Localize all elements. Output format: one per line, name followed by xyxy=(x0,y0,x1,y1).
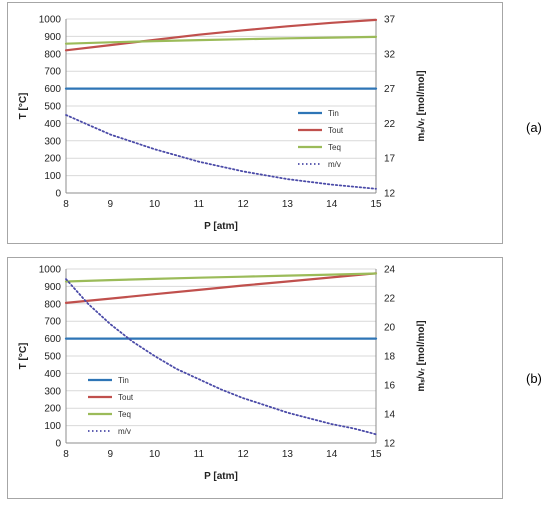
chart-b-ytick-label: 900 xyxy=(44,282,61,293)
chart-a-y2tick-label: 27 xyxy=(384,84,396,95)
chart-b-ytick-label: 200 xyxy=(44,404,61,415)
chart-a-y2label: mₛ/vᵣ [mol/mol] xyxy=(416,70,427,141)
chart-a-ytick-label: 300 xyxy=(44,136,61,147)
chart-b-series-teq xyxy=(64,272,378,283)
chart-a-xtick-label: 13 xyxy=(282,199,294,210)
chart-a-y2tick-label: 22 xyxy=(384,119,396,130)
chart-a-xtick-label: 8 xyxy=(63,199,69,210)
chart-b-series-tout xyxy=(64,272,378,305)
chart-a-ytick-label: 100 xyxy=(44,171,61,182)
chart-b-legend-label: Teq xyxy=(118,410,131,419)
chart-a-series-tout xyxy=(64,18,378,52)
chart-a-ytick-label: 700 xyxy=(44,67,61,78)
chart-b-ytick-label: 0 xyxy=(55,439,61,450)
chart-a-ylabel: T [°C] xyxy=(18,93,29,120)
chart-b-xtick-label: 12 xyxy=(238,449,250,460)
chart-b-ytick-label: 500 xyxy=(44,352,61,363)
chart-a-xtick-label: 15 xyxy=(370,199,382,210)
chart-a-ytick-label: 1000 xyxy=(39,15,62,26)
chart-b-xtick-label: 14 xyxy=(326,449,338,460)
chart-b-y2tick-label: 12 xyxy=(384,439,396,450)
chart-b-y2tick-label: 20 xyxy=(384,323,396,334)
chart-b-series-mv xyxy=(65,278,377,436)
chart-b-xtick-label: 9 xyxy=(108,449,114,460)
chart-b-ytick-label: 400 xyxy=(44,369,61,380)
chart-a-legend-label: Tout xyxy=(328,126,344,135)
chart-b-xtick-label: 10 xyxy=(149,449,161,460)
chart-a-ytick-label: 500 xyxy=(44,102,61,113)
chart-a-xtick-label: 14 xyxy=(326,199,338,210)
chart-a-y2tick-label: 17 xyxy=(384,154,396,165)
chart-a-legend-label: Tin xyxy=(328,109,339,118)
chart-a-legend-label: Teq xyxy=(328,143,341,152)
chart-a-xlabel: P [atm] xyxy=(204,221,238,232)
chart-b-ytick-label: 700 xyxy=(44,317,61,328)
chart-b-ytick-label: 1000 xyxy=(39,265,62,276)
chart-a-xtick-label: 10 xyxy=(149,199,161,210)
chart-a-ytick-label: 800 xyxy=(44,49,61,60)
chart-b-svg: 0 100 200 300 400 500 600 700 800 900 1000 12 14 16 18… xyxy=(18,265,427,483)
chart-a-xtick-label: 11 xyxy=(194,199,205,210)
chart-a-ytick-label: 900 xyxy=(44,32,61,43)
chart-b-xlabel: P [atm] xyxy=(204,471,238,482)
chart-a-legend-label: m/v xyxy=(328,160,341,169)
chart-b-ylabel: T [°C] xyxy=(18,343,29,370)
chart-b-ytick-label: 600 xyxy=(44,334,61,345)
chart-a-y2tick-label: 12 xyxy=(384,189,396,200)
chart-b-y2tick-label: 24 xyxy=(384,265,396,276)
chart-b-xtick-label: 15 xyxy=(370,449,382,460)
chart-a-ytick-label: 0 xyxy=(55,189,61,200)
chart-a-xtick-label: 9 xyxy=(108,199,114,210)
chart-b-y2tick-label: 14 xyxy=(384,410,396,421)
panel-label-a: (a) xyxy=(526,120,542,135)
chart-a-series-mv xyxy=(65,114,377,190)
chart-b-legend-label: Tout xyxy=(118,393,134,402)
chart-b-legend-label: Tin xyxy=(118,376,129,385)
chart-a-ytick-label: 400 xyxy=(44,119,61,130)
chart-b-y2label: mₛ/vᵣ [mol/mol] xyxy=(416,320,427,391)
panel-label-b: (b) xyxy=(526,371,542,386)
chart-a-ytick-label: 200 xyxy=(44,154,61,165)
chart-b-xtick-label: 8 xyxy=(63,449,69,460)
chart-a-xtick-label: 12 xyxy=(238,199,250,210)
chart-a-ytick-label: 600 xyxy=(44,84,61,95)
chart-b-ytick-label: 800 xyxy=(44,299,61,310)
chart-b-xtick-label: 13 xyxy=(282,449,294,460)
chart-b-xtick-label: 11 xyxy=(194,449,205,460)
chart-a-svg: 0 100 200 300 400 500 600 700 800 900 1000 12 17 22 27… xyxy=(18,15,427,233)
chart-b-y2tick-label: 18 xyxy=(384,352,396,363)
chart-panel-b: 0 100 200 300 400 500 600 700 800 900 1000 12 14 16 18… xyxy=(7,257,503,499)
chart-b-ytick-label: 100 xyxy=(44,421,61,432)
chart-panel-a: 0 100 200 300 400 500 600 700 800 900 1000 12 17 22 27… xyxy=(7,2,503,244)
chart-b-legend-label: m/v xyxy=(118,427,131,436)
chart-b-y2tick-label: 16 xyxy=(384,381,396,392)
chart-a-series-teq xyxy=(64,35,378,45)
chart-b-y2tick-label: 22 xyxy=(384,294,396,305)
chart-a-y2tick-label: 37 xyxy=(384,15,396,26)
chart-b-ytick-label: 300 xyxy=(44,386,61,397)
chart-a-y2tick-label: 32 xyxy=(384,49,396,60)
